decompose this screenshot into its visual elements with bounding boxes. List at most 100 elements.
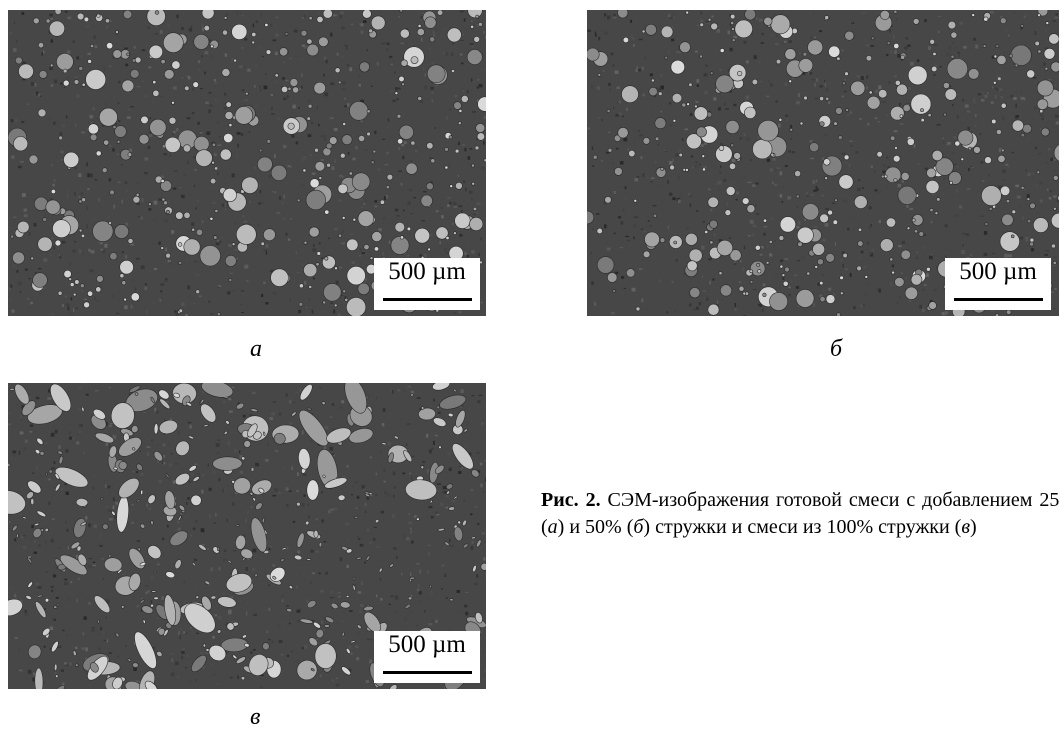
particle — [826, 295, 835, 304]
particle — [336, 678, 338, 679]
particle — [272, 564, 275, 566]
particle — [289, 490, 292, 492]
particle — [686, 11, 689, 14]
particle — [770, 292, 788, 310]
particle — [429, 623, 433, 625]
particle — [83, 632, 85, 635]
particle — [306, 307, 307, 308]
particle — [482, 650, 484, 654]
particle — [734, 308, 736, 310]
particle — [460, 11, 464, 13]
particle — [334, 228, 338, 231]
particle — [787, 196, 791, 199]
particle — [471, 198, 472, 200]
particle — [828, 210, 833, 215]
particle — [49, 67, 53, 70]
particle — [161, 59, 165, 63]
particle — [133, 471, 135, 473]
particle — [238, 144, 239, 148]
particle — [384, 470, 385, 472]
particle — [360, 248, 362, 252]
particle — [197, 401, 219, 425]
particle — [458, 122, 461, 125]
particle — [203, 644, 206, 648]
particle — [968, 69, 979, 80]
particle — [352, 173, 370, 191]
particle — [776, 100, 778, 103]
particle — [136, 499, 140, 503]
particle — [155, 33, 158, 34]
particle — [905, 277, 907, 279]
particle — [215, 82, 217, 84]
particle — [697, 84, 699, 87]
particle — [217, 172, 219, 174]
particle — [246, 567, 248, 571]
particle — [100, 651, 101, 652]
particle — [288, 165, 291, 167]
particle — [1014, 70, 1017, 71]
particle — [856, 75, 860, 78]
particle — [83, 254, 85, 256]
particle — [366, 555, 371, 561]
particle — [349, 67, 352, 71]
particle — [312, 310, 314, 314]
particle — [694, 105, 697, 108]
particle — [798, 93, 800, 97]
particle — [943, 137, 944, 139]
particle — [310, 155, 312, 156]
particle — [758, 270, 761, 273]
particle — [324, 625, 329, 628]
particle — [896, 18, 897, 20]
particle — [1032, 172, 1034, 174]
particle — [227, 442, 230, 446]
particle — [838, 82, 842, 84]
particle — [299, 88, 301, 90]
particle — [463, 181, 465, 184]
particle — [361, 248, 362, 251]
particle — [127, 190, 128, 192]
particle — [165, 137, 180, 152]
particle — [850, 145, 852, 147]
particle — [463, 91, 464, 92]
caption-letter: в — [961, 516, 970, 538]
particle — [11, 119, 14, 122]
particle — [388, 442, 391, 445]
particle — [40, 96, 42, 97]
particle — [186, 502, 187, 505]
particle — [14, 594, 16, 598]
particle — [670, 165, 675, 170]
particle — [696, 210, 699, 212]
particle — [307, 168, 308, 169]
particle — [427, 65, 445, 83]
particle — [468, 10, 483, 18]
particle — [82, 383, 85, 384]
particle — [65, 449, 69, 453]
particle — [195, 275, 199, 276]
particle — [334, 159, 336, 163]
scale-text: 500 µm — [374, 258, 480, 286]
particle — [361, 207, 363, 209]
particle — [975, 125, 977, 127]
particle — [825, 177, 828, 180]
particle — [171, 673, 175, 677]
particle — [856, 276, 858, 278]
particle — [850, 111, 851, 114]
particle — [690, 204, 692, 208]
particle — [59, 254, 60, 256]
particle — [297, 659, 299, 662]
particle — [342, 216, 345, 219]
particle — [330, 597, 334, 598]
particle — [320, 210, 324, 212]
particle — [420, 101, 423, 103]
particle — [445, 507, 448, 509]
particle — [636, 307, 640, 311]
particle — [28, 232, 31, 236]
particle — [872, 248, 874, 251]
particle — [689, 83, 693, 87]
particle — [826, 97, 829, 100]
particle — [1011, 45, 1032, 66]
particle — [687, 261, 697, 271]
particle — [975, 45, 978, 49]
particle — [165, 248, 167, 252]
particle — [806, 192, 808, 195]
